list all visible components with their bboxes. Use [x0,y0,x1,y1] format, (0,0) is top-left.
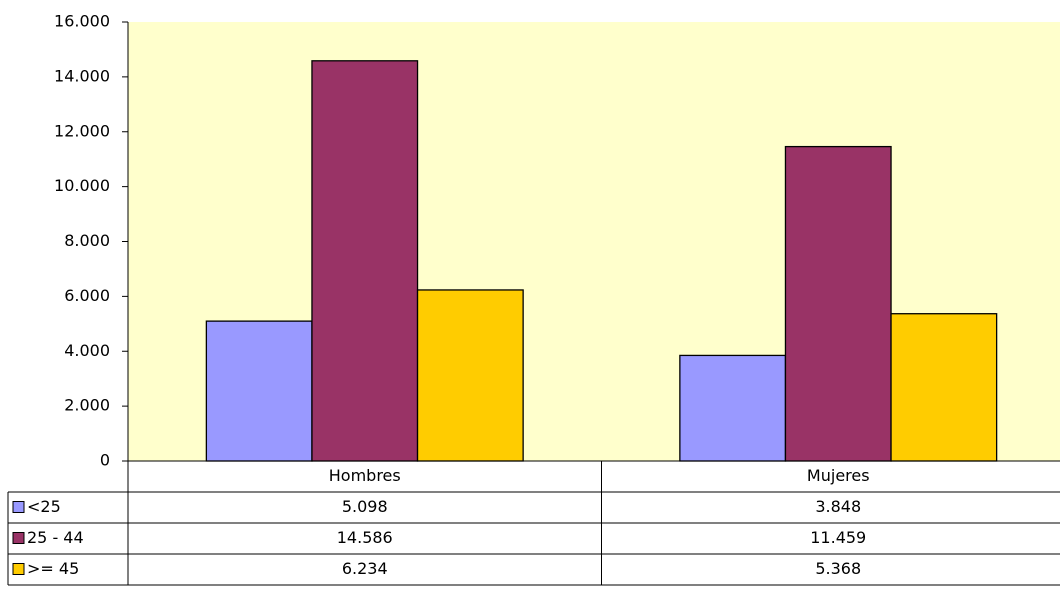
legend-label: 25 - 44 [27,528,84,547]
y-tick-label: 2.000 [64,396,110,415]
legend-key [12,532,25,544]
legend-label: <25 [27,497,61,516]
y-tick-label: 0 [100,451,110,470]
table-value: 5.368 [815,559,861,578]
bar [679,354,787,462]
y-tick-label: 16.000 [54,12,110,31]
bar [205,320,313,462]
legend-key [12,501,25,513]
table-value: 5.098 [342,497,388,516]
table-value: 3.848 [815,497,861,516]
y-tick-label: 4.000 [64,341,110,360]
bar [890,313,998,462]
bar [784,145,892,462]
legend-label: >= 45 [27,559,79,578]
table-value: 6.234 [342,559,388,578]
table-value: 11.459 [810,528,866,547]
y-tick-label: 6.000 [64,286,110,305]
x-tick-label: Hombres [329,466,401,485]
table-value: 14.586 [337,528,393,547]
y-tick-label: 14.000 [54,66,110,85]
y-tick-label: 10.000 [54,176,110,195]
bar [416,289,524,462]
y-tick-label: 8.000 [64,231,110,250]
x-tick-label: Mujeres [807,466,870,485]
legend-key [12,563,25,575]
y-tick-label: 12.000 [54,121,110,140]
bar [311,60,419,462]
